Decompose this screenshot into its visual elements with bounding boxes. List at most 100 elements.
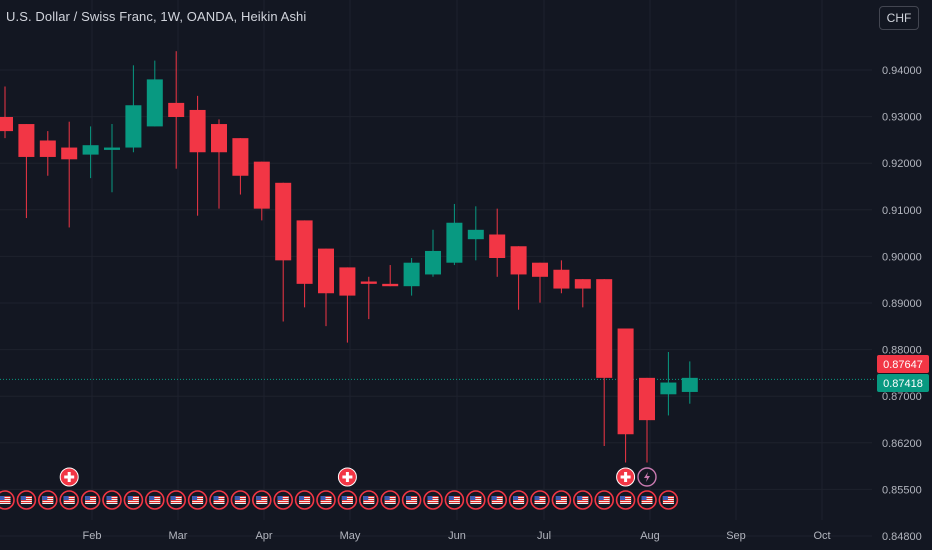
candle-body — [82, 145, 99, 155]
candle-body — [617, 328, 634, 435]
candles — [0, 51, 698, 463]
us-event-icon[interactable] — [102, 490, 122, 510]
candle — [596, 279, 613, 446]
time-tick-label: Mar — [169, 530, 188, 542]
candle — [168, 51, 185, 169]
us-event-icon[interactable] — [316, 490, 336, 510]
us-event-icon[interactable] — [358, 490, 379, 510]
candle — [681, 361, 698, 404]
candle — [189, 95, 206, 216]
us-event-icon[interactable] — [572, 490, 593, 510]
us-event-icon[interactable] — [487, 490, 508, 510]
candle-body — [168, 102, 185, 117]
us-event-icon[interactable] — [658, 490, 679, 510]
time-tick-label: Feb — [83, 530, 102, 542]
swiss-event-icon[interactable] — [616, 467, 636, 487]
us-event-icon[interactable] — [123, 490, 144, 510]
us-event-icon[interactable] — [16, 490, 37, 510]
us-event-icon[interactable] — [187, 490, 208, 510]
candle — [553, 260, 570, 294]
us-event-icon[interactable] — [209, 490, 229, 510]
time-tick-label: Oct — [813, 530, 830, 542]
candle-body — [403, 262, 420, 287]
candle — [18, 124, 35, 219]
time-tick-label: Jun — [448, 530, 466, 542]
candle — [425, 229, 441, 277]
us-event-icon[interactable] — [337, 490, 358, 510]
candle — [339, 267, 356, 343]
us-event-icon[interactable] — [80, 490, 101, 510]
us-event-icon[interactable] — [615, 490, 636, 510]
us-event-icon[interactable] — [530, 490, 550, 510]
us-event-icon[interactable] — [508, 490, 529, 510]
candle — [146, 60, 163, 127]
candle-body — [146, 79, 163, 127]
us-event-icon[interactable] — [423, 490, 443, 510]
price-axis: 0.94000 0.93000 0.92000 0.91000 0.90000 0.890… — [882, 65, 922, 543]
time-tick-label: Apr — [255, 530, 272, 542]
us-event-icon[interactable] — [380, 490, 401, 510]
price-tick-label: 0.84800 — [882, 531, 922, 543]
us-event-icon[interactable] — [251, 490, 272, 510]
us-event-icon[interactable] — [230, 490, 251, 510]
symbol-title[interactable]: U.S. Dollar / Swiss Franc, 1W, OANDA, He… — [6, 9, 307, 24]
candle — [467, 206, 484, 261]
candle-body — [189, 109, 206, 153]
price-tick-label: 0.92000 — [882, 158, 922, 170]
price-tick-label: 0.94000 — [882, 65, 922, 77]
candle — [574, 279, 591, 308]
price-tick-label: 0.88000 — [882, 345, 922, 357]
candle-body — [61, 147, 78, 160]
price-tick-label: 0.90000 — [882, 251, 922, 263]
currency-button[interactable]: CHF — [879, 6, 919, 30]
price-tick-label: 0.86200 — [882, 438, 922, 450]
price-tick-label: 0.91000 — [882, 205, 922, 217]
candle — [446, 203, 463, 266]
candle — [489, 208, 506, 277]
price-tick-label: 0.93000 — [882, 112, 922, 124]
candle-body — [104, 147, 120, 150]
chart-grid — [0, 0, 876, 537]
candle-body — [489, 234, 506, 258]
candle — [211, 119, 227, 209]
time-tick-label: Aug — [640, 530, 660, 542]
us-event-icon[interactable] — [273, 490, 294, 510]
swiss-event-icon[interactable] — [337, 467, 357, 487]
us-event-icon[interactable] — [37, 490, 58, 510]
candle-body — [125, 105, 142, 148]
us-event-icon[interactable] — [0, 490, 15, 510]
current-price-tag: 0.87418 — [883, 378, 923, 390]
candle — [318, 248, 334, 327]
price-tick-label: 0.85500 — [882, 484, 922, 496]
us-event-icon[interactable] — [145, 490, 165, 510]
us-event-icon[interactable] — [59, 490, 79, 510]
candle-body — [553, 269, 570, 289]
us-event-icon[interactable] — [551, 490, 572, 510]
swiss-event-icon[interactable] — [59, 467, 79, 487]
us-event-icon[interactable] — [401, 490, 422, 510]
time-tick-label: Sep — [726, 530, 746, 542]
candle — [639, 377, 655, 463]
candle-body — [360, 281, 377, 284]
candle-body — [574, 279, 591, 289]
last-price-tag: 0.87647 — [883, 359, 923, 371]
price-tick-label: 0.89000 — [882, 298, 922, 310]
us-event-icon[interactable] — [637, 490, 657, 510]
candle-body — [532, 262, 548, 277]
last-price-tag-bg — [877, 355, 929, 373]
us-event-icon[interactable] — [465, 490, 486, 510]
us-event-icon[interactable] — [444, 490, 465, 510]
candle-body — [446, 222, 463, 263]
candle — [403, 258, 420, 296]
us-event-icon[interactable] — [166, 490, 186, 510]
candle — [61, 121, 78, 228]
candle — [360, 276, 377, 320]
candle-body — [425, 250, 441, 275]
candle-body — [0, 117, 13, 132]
us-event-icon[interactable] — [294, 490, 315, 510]
candle-body — [660, 382, 677, 395]
dividend-event-icon[interactable] — [637, 467, 657, 487]
us-event-icon[interactable] — [594, 490, 615, 510]
candle — [660, 352, 677, 416]
